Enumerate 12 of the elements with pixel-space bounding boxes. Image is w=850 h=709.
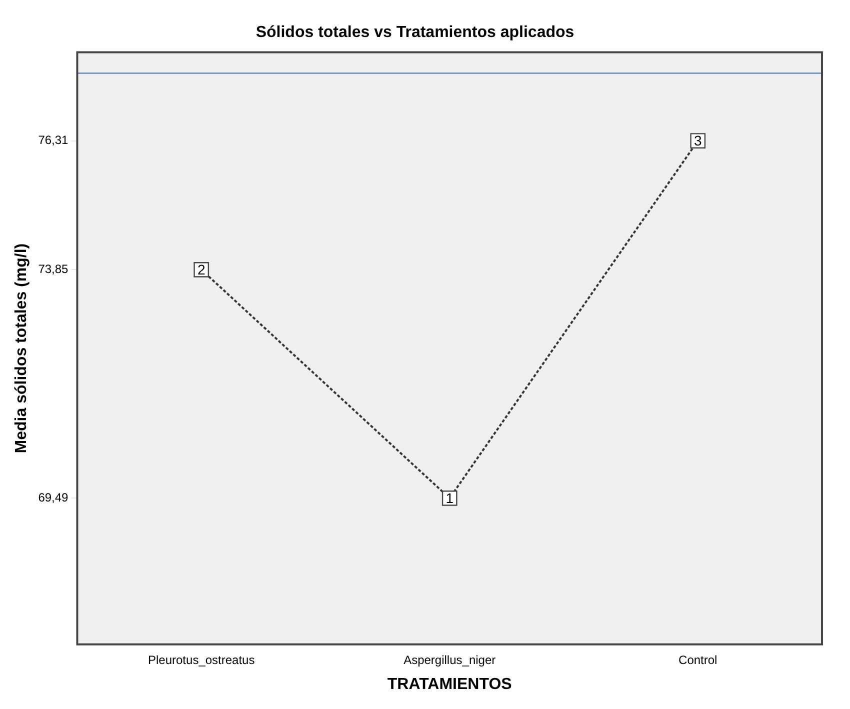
annotation: 1 <box>446 490 454 506</box>
y-tick-label: 69,49 <box>38 490 69 504</box>
x-tick-label: Control <box>678 652 718 667</box>
chart-title: Sólidos totales vs Tratamientos aplicados <box>256 24 574 42</box>
annotation: 3 <box>694 132 702 149</box>
x-tick-label: Aspergillus_niger <box>404 652 496 667</box>
annotation: 2 <box>197 262 206 278</box>
y-axis-title: Media sólidos totales (mg/l) <box>13 243 30 454</box>
x-tick-label: Pleurotus_ostreatus <box>148 652 255 667</box>
x-axis-title: TRATAMIENTOS <box>387 676 512 693</box>
y-tick-label: 76,31 <box>38 133 69 148</box>
y-tick-label: 73,85 <box>38 262 69 276</box>
